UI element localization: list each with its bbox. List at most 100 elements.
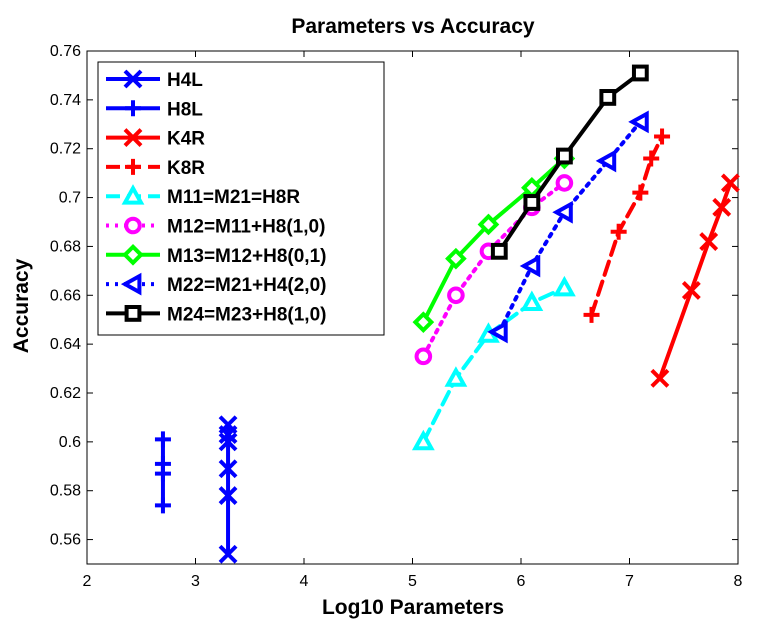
legend-marker	[123, 128, 143, 148]
legend-entry: H8L	[106, 99, 203, 120]
data-point	[628, 110, 649, 134]
data-point	[445, 247, 467, 270]
data-point	[414, 347, 433, 366]
y-tick-label: 0.72	[50, 141, 81, 158]
data-point	[154, 431, 171, 448]
data-point	[520, 290, 544, 312]
y-axis-label: Accuracy	[10, 258, 33, 353]
legend-label: M11=M21=H8R	[167, 187, 300, 208]
legend-label: H8L	[167, 99, 203, 120]
data-point	[681, 280, 701, 300]
series-8	[487, 110, 649, 344]
data-point	[583, 306, 600, 323]
data-point	[650, 368, 670, 388]
legend-label: M12=M11+H8(1,0)	[167, 217, 325, 238]
data-point	[555, 174, 574, 192]
series-line	[657, 180, 733, 381]
legend-entry: M24=M23+H8(1,0)	[106, 304, 326, 325]
data-point	[490, 242, 508, 260]
legend-marker	[125, 100, 141, 117]
data-point	[218, 486, 238, 506]
data-point	[523, 194, 541, 211]
x-tick-label: 2	[83, 573, 92, 590]
data-point	[599, 89, 617, 106]
data-point	[720, 173, 740, 193]
x-axis-label: Log10 Parameters	[322, 596, 504, 619]
x-tick-label: 4	[300, 573, 309, 590]
y-tick-label: 0.68	[50, 238, 81, 255]
y-tick-label: 0.64	[50, 336, 81, 353]
data-point	[699, 232, 719, 251]
data-point	[556, 147, 573, 165]
data-point	[477, 213, 500, 236]
series-4	[583, 128, 671, 323]
data-point	[654, 128, 671, 145]
data-point	[218, 544, 238, 564]
y-tick-label: 0.76	[50, 43, 81, 60]
y-tick-label: 0.6	[59, 434, 81, 451]
y-tick-label: 0.7	[59, 190, 81, 207]
data-point	[412, 311, 435, 333]
data-point	[444, 366, 468, 387]
x-tick-label: 6	[517, 573, 526, 590]
y-tick-label: 0.62	[50, 385, 81, 402]
series-1	[218, 415, 238, 564]
data-point	[154, 455, 171, 472]
legend-label: H4L	[167, 70, 203, 91]
data-point	[632, 184, 649, 201]
axis-ticks: 2 3 4 5 6 7 8 0.56 0.58 0.6 0.62 0.64 0.66 0.68 0.7 0.7…	[50, 43, 743, 590]
data-point	[595, 149, 617, 173]
data-point	[218, 415, 238, 435]
chart-title: Parameters vs Accuracy	[291, 15, 535, 38]
series-2	[154, 431, 171, 514]
series-line	[421, 180, 567, 359]
series-3	[650, 173, 740, 388]
y-tick-label: 0.56	[50, 532, 81, 549]
series-5	[411, 275, 576, 451]
legend-marker	[123, 69, 143, 89]
series-group	[154, 64, 740, 564]
series-9	[490, 64, 649, 260]
data-point	[154, 497, 171, 514]
legend-entry: M13=M12+H8(0,1)	[106, 243, 326, 267]
data-point	[411, 429, 435, 451]
legend-label: M13=M12+H8(0,1)	[167, 246, 326, 267]
legend-entry: M11=M21=H8R	[106, 184, 300, 208]
data-point	[218, 459, 238, 479]
data-point	[631, 64, 649, 82]
legend-entry: M22=M21+H4(2,0)	[106, 272, 326, 296]
legend-label: M22=M21+H4(2,0)	[167, 275, 326, 296]
legend-marker	[125, 158, 141, 175]
data-point	[552, 200, 573, 224]
data-point	[553, 275, 576, 297]
legend-marker	[121, 184, 145, 205]
x-tick-label: 3	[191, 573, 200, 590]
legend-entry: H4L	[106, 69, 203, 91]
data-point	[643, 150, 660, 167]
series-line	[421, 285, 567, 444]
legend: H4L H8L K4R K8R M11=M21=H8R M12=M11+H8(1,0) M1…	[97, 61, 385, 336]
data-point	[610, 223, 627, 240]
data-point	[519, 254, 541, 278]
x-tick-label: 8	[734, 573, 743, 590]
y-tick-label: 0.66	[50, 287, 81, 304]
legend-label: K4R	[167, 129, 205, 150]
legend-entry: M12=M11+H8(1,0)	[106, 217, 325, 238]
y-tick-label: 0.58	[50, 483, 81, 500]
x-tick-label: 5	[408, 573, 417, 590]
y-tick-label: 0.74	[50, 92, 81, 109]
data-point	[218, 432, 238, 452]
legend-label: M24=M23+H8(1,0)	[167, 304, 326, 325]
legend-entry: K4R	[106, 128, 205, 150]
legend-label: K8R	[167, 158, 205, 179]
legend-marker	[124, 305, 142, 322]
legend-marker	[122, 243, 144, 266]
legend-marker	[120, 272, 142, 296]
legend-marker	[124, 216, 142, 235]
data-point	[712, 197, 732, 217]
data-point	[487, 320, 508, 344]
legend-entry: K8R	[106, 158, 205, 179]
data-point	[447, 286, 465, 305]
